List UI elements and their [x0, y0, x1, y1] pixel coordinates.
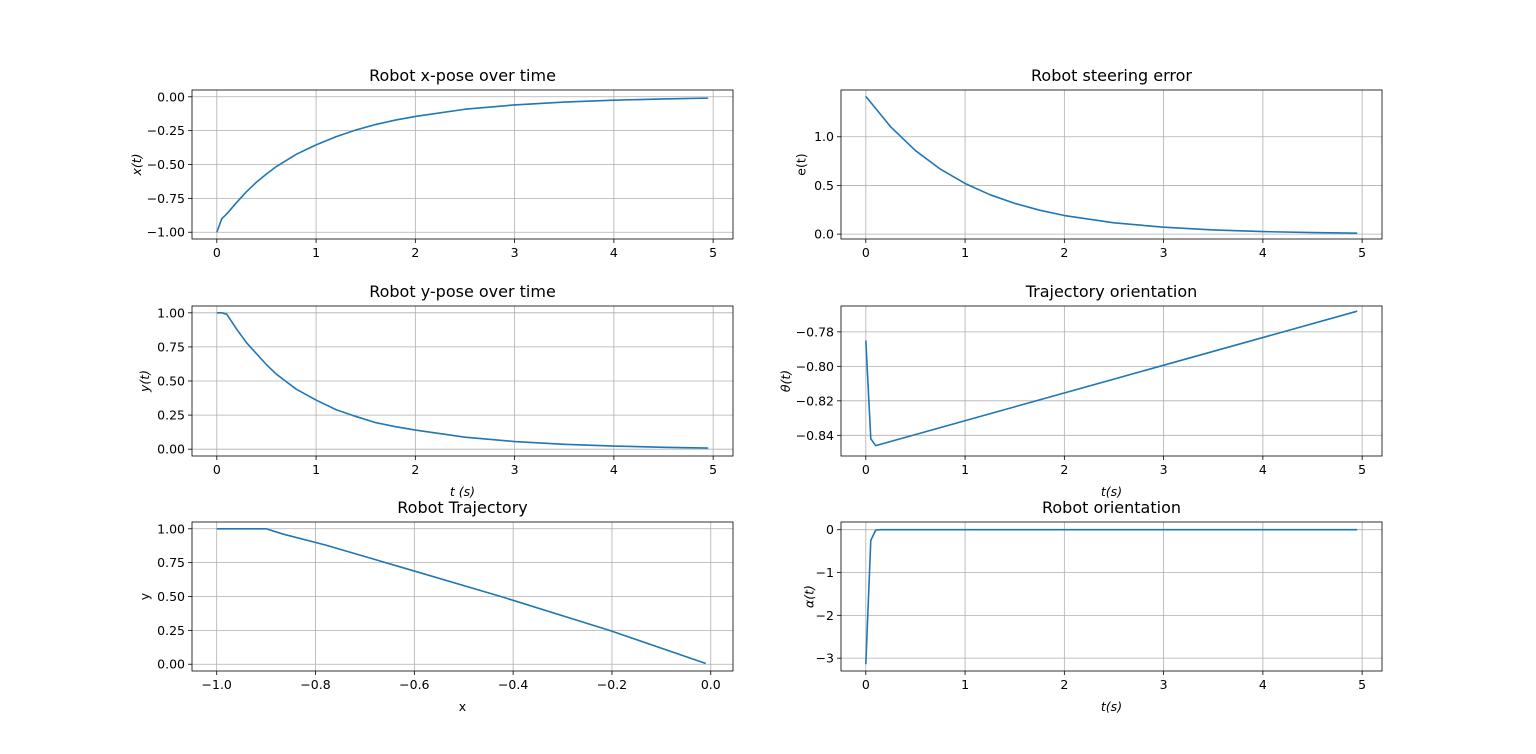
- subplot-trajectory-orientation: 0 1 2 3 4 5 −0.84 −0.82 −0.80 −0.78 Trajectory ori…: [778, 282, 1383, 499]
- x-tick-label: 4: [610, 462, 618, 477]
- x-tick-label: 2: [1060, 245, 1068, 260]
- axes-frame: [840, 305, 1383, 457]
- series-line-x-pose: [216, 97, 709, 233]
- x-tick-label: 0.0: [701, 677, 721, 692]
- subplot-trajectory: −1.0 −0.8 −0.6 −0.4 −0.2 0.0 0.00 0.25 0.50 0.75 1…: [137, 498, 734, 714]
- x-tick-label: 3: [1160, 245, 1168, 260]
- y-tick-label: 0.50: [157, 374, 185, 389]
- x-axis-label: x: [459, 699, 466, 714]
- x-tick-label: 1: [961, 462, 969, 477]
- y-tick-label: 0: [826, 522, 834, 537]
- series-line-y-pose: [216, 312, 709, 449]
- x-tick-label: 4: [1259, 677, 1267, 692]
- y-tick-label: 0.00: [157, 89, 185, 104]
- x-tick-label: 2: [1060, 462, 1068, 477]
- chart-title: Robot orientation: [1042, 498, 1181, 517]
- y-tick-label: −0.82: [796, 393, 834, 408]
- x-axis-label: t(s): [1101, 484, 1122, 499]
- x-tick-label: −1.0: [202, 677, 232, 692]
- y-tick-label: −0.84: [796, 428, 834, 443]
- series-line-robot-orientation: [865, 528, 1358, 665]
- y-tick-label: 1.0: [814, 129, 834, 144]
- y-tick-label: 0.50: [157, 589, 185, 604]
- x-tick-label: 1: [312, 462, 320, 477]
- chart-title: Robot y-pose over time: [369, 282, 556, 301]
- axes-frame: [840, 521, 1383, 672]
- y-tick-label: 0.0: [814, 227, 834, 242]
- y-axis-label: θ(t): [778, 370, 793, 392]
- x-tick-label: 0: [213, 462, 221, 477]
- y-tick-label: −1.00: [147, 225, 185, 240]
- y-tick-label: 0.75: [157, 339, 185, 354]
- x-tick-label: −0.8: [300, 677, 330, 692]
- series-line-trajectory-orientation: [865, 310, 1358, 447]
- y-tick-label: 1.00: [157, 521, 185, 536]
- y-tick-label: −0.50: [147, 157, 185, 172]
- x-tick-label: 0: [862, 677, 870, 692]
- x-tick-label: 0: [862, 462, 870, 477]
- subplot-x-pose: 0 1 2 3 4 5 −1.00 −0.75 −0.50 −0.25 0.00 Robot x-po…: [129, 66, 734, 260]
- x-tick-label: 5: [1358, 245, 1366, 260]
- y-tick-label: 1.00: [157, 305, 185, 320]
- y-tick-label: −0.80: [796, 359, 834, 374]
- subplot-robot-orientation: 0 1 2 3 4 5 −3 −2 −1 0 Robot orientation α(t) t(s): [801, 498, 1383, 714]
- chart-title: Robot steering error: [1031, 66, 1192, 85]
- subplot-steering-error: 0 1 2 3 4 5 0.0 0.5 1.0 Robot steering error e(t): [794, 66, 1383, 260]
- y-tick-label: 0.25: [157, 408, 185, 423]
- y-axis-label: e(t): [794, 153, 809, 175]
- y-tick-label: 0.00: [157, 442, 185, 457]
- y-axis-label: y(t): [137, 370, 152, 393]
- x-tick-label: 3: [511, 245, 519, 260]
- y-tick-label: 0.00: [157, 657, 185, 672]
- y-tick-label: −0.78: [796, 324, 834, 339]
- x-tick-label: 4: [610, 245, 618, 260]
- x-tick-label: 0: [213, 245, 221, 260]
- chart-title: Robot Trajectory: [397, 498, 528, 517]
- y-axis-label: α(t): [801, 585, 816, 608]
- subplot-y-pose: 0 1 2 3 4 5 0.00 0.25 0.50 0.75 1.00 Robot y-pose o…: [137, 282, 734, 499]
- x-tick-label: −0.6: [399, 677, 429, 692]
- x-tick-label: 3: [1160, 677, 1168, 692]
- series-line-steering-error: [865, 95, 1358, 234]
- chart-title: Robot x-pose over time: [369, 66, 556, 85]
- y-tick-label: −3: [816, 651, 834, 666]
- x-axis-label: t (s): [450, 484, 475, 499]
- y-tick-label: 0.5: [814, 178, 834, 193]
- axes-frame: [840, 89, 1383, 240]
- x-tick-label: 3: [1160, 462, 1168, 477]
- x-tick-label: 5: [709, 462, 717, 477]
- y-axis-label: y: [137, 592, 152, 600]
- y-tick-label: −0.25: [147, 123, 185, 138]
- series-line-trajectory: [216, 527, 707, 665]
- x-tick-label: 5: [709, 245, 717, 260]
- x-tick-label: 0: [862, 245, 870, 260]
- x-tick-label: 1: [961, 677, 969, 692]
- x-tick-label: 3: [511, 462, 519, 477]
- y-axis-label: x(t): [129, 153, 144, 176]
- x-tick-label: 4: [1259, 462, 1267, 477]
- x-tick-label: 1: [312, 245, 320, 260]
- x-axis-label: t(s): [1101, 699, 1122, 714]
- y-tick-label: −2: [816, 608, 834, 623]
- y-tick-label: 0.25: [157, 623, 185, 638]
- x-tick-label: 2: [411, 462, 419, 477]
- y-tick-label: 0.75: [157, 555, 185, 570]
- x-tick-label: −0.2: [597, 677, 627, 692]
- x-tick-label: 2: [411, 245, 419, 260]
- x-tick-label: −0.4: [498, 677, 528, 692]
- chart-title: Trajectory orientation: [1025, 282, 1198, 301]
- x-tick-label: 4: [1259, 245, 1267, 260]
- y-tick-label: −1: [816, 565, 834, 580]
- x-tick-label: 5: [1358, 462, 1366, 477]
- x-tick-label: 5: [1358, 677, 1366, 692]
- x-tick-label: 2: [1060, 677, 1068, 692]
- x-tick-label: 1: [961, 245, 969, 260]
- y-tick-label: −0.75: [147, 191, 185, 206]
